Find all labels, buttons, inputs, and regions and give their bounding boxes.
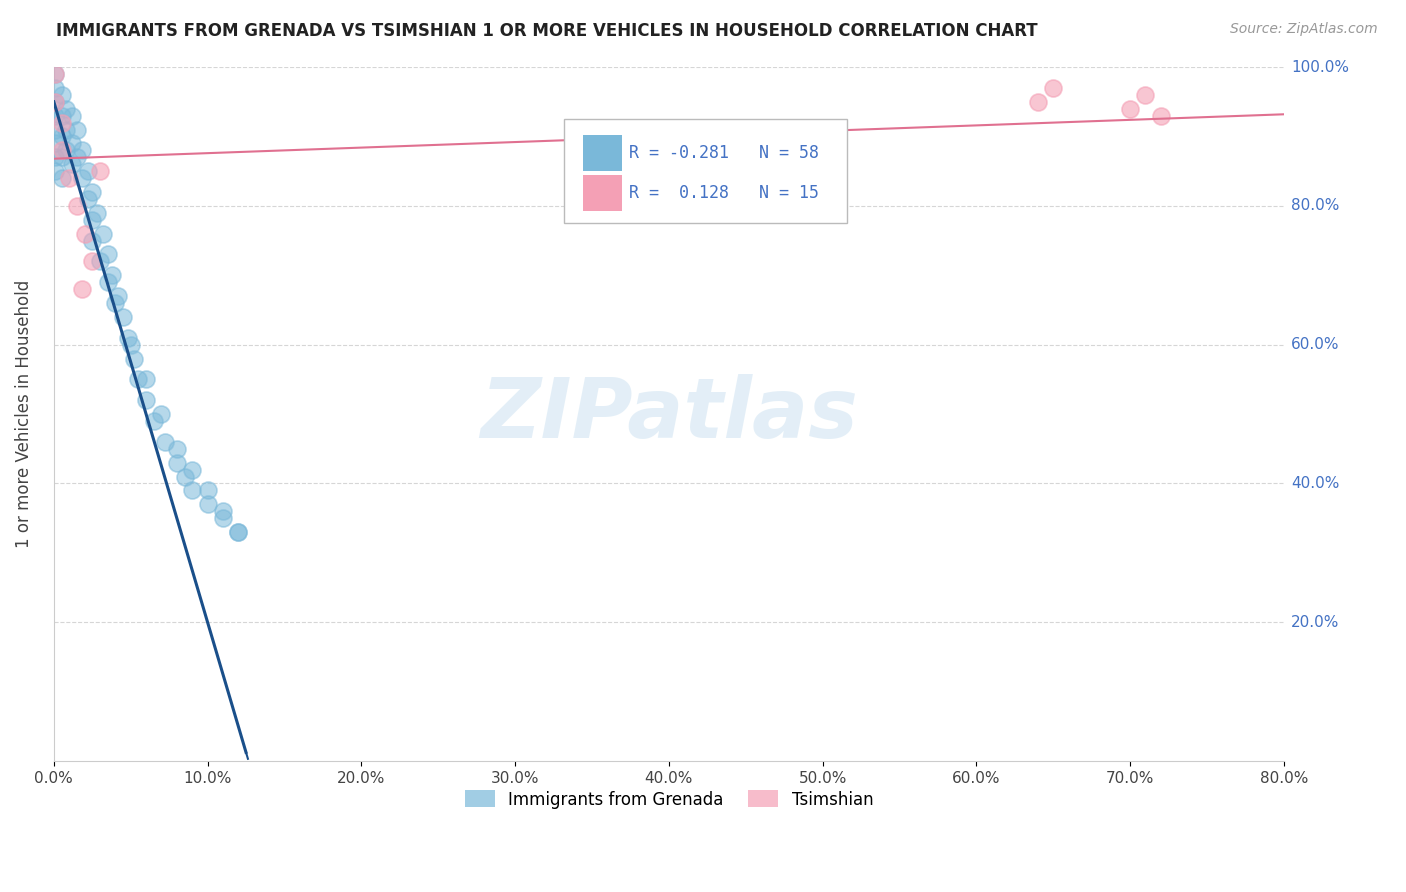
Point bbox=[82, 212, 104, 227]
Point bbox=[166, 442, 188, 456]
Point bbox=[51, 109, 73, 123]
Point bbox=[76, 192, 98, 206]
Point bbox=[44, 122, 66, 136]
Point bbox=[82, 234, 104, 248]
Point bbox=[1042, 81, 1064, 95]
Point bbox=[122, 351, 145, 366]
Text: 60.0%: 60.0% bbox=[1291, 337, 1340, 352]
Point bbox=[82, 254, 104, 268]
Point bbox=[76, 164, 98, 178]
Point bbox=[60, 109, 83, 123]
Point bbox=[70, 171, 93, 186]
Text: 100.0%: 100.0% bbox=[1291, 60, 1348, 75]
Point bbox=[142, 414, 165, 428]
Point bbox=[1150, 109, 1173, 123]
Text: R =  0.128   N = 15: R = 0.128 N = 15 bbox=[630, 185, 820, 202]
Point bbox=[101, 268, 124, 283]
Point bbox=[104, 296, 127, 310]
Point bbox=[44, 95, 66, 109]
Point bbox=[197, 497, 219, 511]
Point bbox=[66, 150, 89, 164]
Point bbox=[60, 136, 83, 151]
Point bbox=[1026, 95, 1049, 109]
Point bbox=[150, 407, 173, 421]
FancyBboxPatch shape bbox=[564, 120, 848, 223]
Text: 20.0%: 20.0% bbox=[1291, 615, 1339, 630]
Point bbox=[181, 462, 204, 476]
Point bbox=[86, 206, 108, 220]
Point bbox=[166, 456, 188, 470]
Point bbox=[91, 227, 114, 241]
Text: ZIPatlas: ZIPatlas bbox=[479, 374, 858, 455]
Point bbox=[111, 310, 134, 324]
Point bbox=[51, 129, 73, 144]
Point bbox=[197, 483, 219, 498]
Point bbox=[44, 67, 66, 81]
Point bbox=[153, 434, 176, 449]
Text: IMMIGRANTS FROM GRENADA VS TSIMSHIAN 1 OR MORE VEHICLES IN HOUSEHOLD CORRELATION: IMMIGRANTS FROM GRENADA VS TSIMSHIAN 1 O… bbox=[56, 22, 1038, 40]
Point bbox=[60, 157, 83, 171]
Point bbox=[212, 504, 235, 518]
Point bbox=[228, 524, 250, 539]
Text: 80.0%: 80.0% bbox=[1291, 198, 1339, 213]
Point bbox=[212, 511, 235, 525]
Point bbox=[51, 144, 73, 158]
Point bbox=[44, 95, 66, 109]
Point bbox=[1135, 87, 1157, 102]
Point bbox=[51, 150, 73, 164]
Point bbox=[82, 185, 104, 199]
Point bbox=[89, 164, 111, 178]
Text: R = -0.281   N = 58: R = -0.281 N = 58 bbox=[630, 145, 820, 162]
Point bbox=[55, 122, 77, 136]
Point bbox=[70, 282, 93, 296]
Point bbox=[89, 254, 111, 268]
Point bbox=[73, 227, 96, 241]
Point bbox=[44, 136, 66, 151]
Point bbox=[120, 337, 142, 351]
Point bbox=[51, 171, 73, 186]
Point bbox=[107, 289, 129, 303]
Point bbox=[44, 81, 66, 95]
Point bbox=[58, 171, 80, 186]
Point bbox=[66, 199, 89, 213]
Point bbox=[97, 275, 120, 289]
Point bbox=[55, 102, 77, 116]
Point bbox=[51, 115, 73, 129]
Point bbox=[44, 150, 66, 164]
Point bbox=[1119, 102, 1142, 116]
Point bbox=[117, 331, 139, 345]
Point bbox=[173, 469, 195, 483]
Point bbox=[44, 164, 66, 178]
Point bbox=[44, 67, 66, 81]
Legend: Immigrants from Grenada, Tsimshian: Immigrants from Grenada, Tsimshian bbox=[458, 784, 880, 815]
Text: 40.0%: 40.0% bbox=[1291, 476, 1339, 491]
Point bbox=[135, 372, 157, 386]
Point bbox=[70, 144, 93, 158]
Text: Source: ZipAtlas.com: Source: ZipAtlas.com bbox=[1230, 22, 1378, 37]
Y-axis label: 1 or more Vehicles in Household: 1 or more Vehicles in Household bbox=[15, 280, 32, 549]
Point bbox=[135, 393, 157, 408]
Point bbox=[228, 524, 250, 539]
Point bbox=[44, 109, 66, 123]
Point bbox=[127, 372, 149, 386]
Point bbox=[181, 483, 204, 498]
Point bbox=[97, 247, 120, 261]
Point bbox=[66, 122, 89, 136]
FancyBboxPatch shape bbox=[582, 135, 621, 171]
Point bbox=[55, 144, 77, 158]
Point bbox=[51, 87, 73, 102]
FancyBboxPatch shape bbox=[582, 175, 621, 211]
